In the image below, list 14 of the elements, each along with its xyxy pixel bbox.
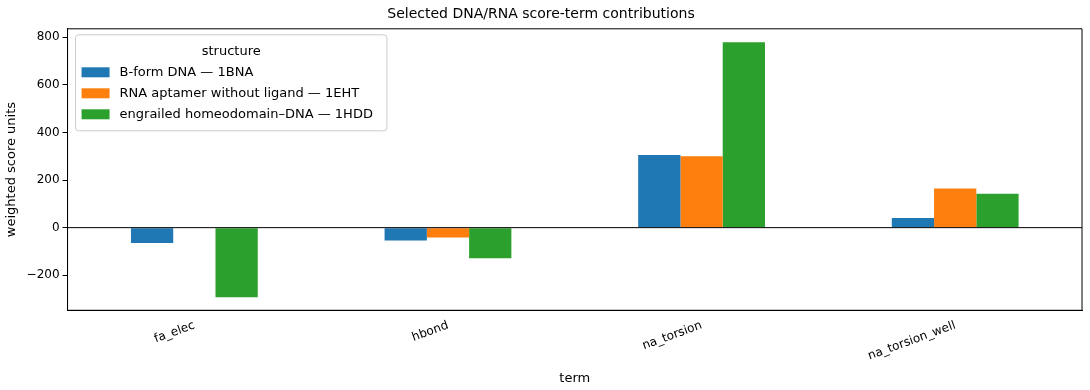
y-tick-label: 0 [51,219,60,234]
x-axis-title: term [559,369,591,385]
legend-label: engrailed homeodomain–DNA — 1HDD [119,105,373,121]
y-tick-label: 200 [36,172,60,187]
y-tick-label: −200 [26,267,60,282]
y-tick-label: 400 [36,124,60,139]
legend-title: structure [201,42,261,58]
y-tick-label: 800 [36,29,60,44]
x-tick-label: fa_elec [151,317,197,346]
chart-title: Selected DNA/RNA score-term contributions [387,5,695,22]
legend-label: B-form DNA — 1BNA [119,63,254,79]
legend-label: RNA aptamer without ligand — 1EHT [119,84,360,100]
y-tick-label: 600 [36,76,60,91]
y-axis-title: weighted score units [3,101,19,238]
